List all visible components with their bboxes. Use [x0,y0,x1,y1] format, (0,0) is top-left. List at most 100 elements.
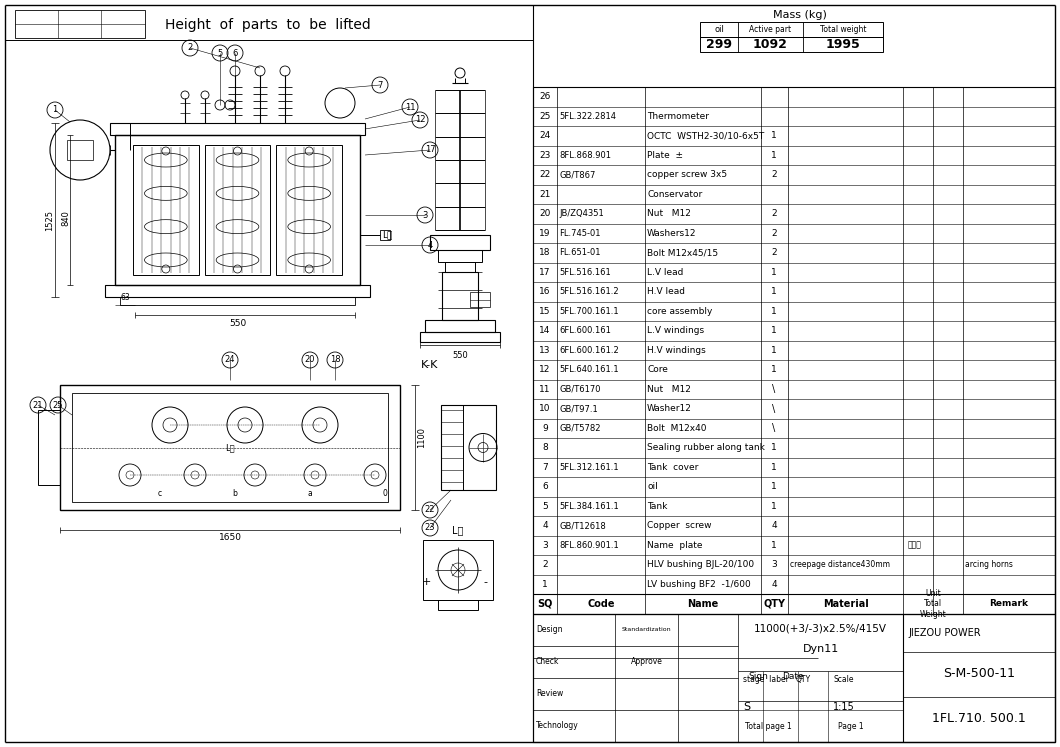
Text: 6: 6 [232,49,237,58]
Text: Scale: Scale [833,675,853,684]
Text: Code: Code [587,599,615,609]
Text: Name  plate: Name plate [647,541,703,550]
Text: S: S [743,701,750,712]
Bar [277,145,342,275]
Text: K-K: K-K [421,360,439,370]
Text: a: a [307,489,313,498]
Text: 3: 3 [422,211,427,220]
Text: 20: 20 [540,209,551,218]
Text: L自: L自 [453,525,463,535]
Text: 18: 18 [330,356,340,365]
Text: GB/T867: GB/T867 [559,170,596,179]
Bar [423,540,493,600]
Text: JIEZOU POWER: JIEZOU POWER [908,627,980,638]
Bar [430,235,490,250]
Text: Design: Design [536,625,563,634]
Text: 5FL.516.161.2: 5FL.516.161.2 [559,288,619,297]
Text: Bolt M12x45/15: Bolt M12x45/15 [647,248,718,257]
Bar [442,272,478,320]
Text: 1: 1 [771,365,777,374]
Text: 10: 10 [540,404,551,413]
Text: Conservator: Conservator [647,190,702,199]
Text: oil: oil [647,483,658,492]
Text: Technology: Technology [536,722,579,731]
Text: Nut   M12: Nut M12 [647,209,691,218]
Text: Bolt  M12x40: Bolt M12x40 [647,424,707,433]
Text: QTY: QTY [763,599,785,609]
Text: Core: Core [647,365,668,374]
Text: Unit
Total
Weight: Unit Total Weight [920,589,947,619]
Text: 11: 11 [540,385,551,394]
Text: 22: 22 [425,506,436,515]
Text: HLV bushing BJL-20/100: HLV bushing BJL-20/100 [647,560,754,569]
Text: 8FL.868.901: 8FL.868.901 [559,151,611,160]
Text: Active part: Active part [749,25,791,34]
Text: 1: 1 [771,462,777,472]
Text: +: + [421,577,430,587]
Bar [114,135,360,285]
Text: 1: 1 [52,105,57,114]
Text: Approve: Approve [631,657,662,666]
Text: 18: 18 [540,248,551,257]
Text: 21: 21 [33,400,43,409]
Bar [15,10,145,38]
Bar [420,332,500,342]
Text: 通用件: 通用件 [908,541,922,550]
Text: 13: 13 [540,346,551,355]
Text: 1092: 1092 [753,37,788,51]
Text: 4: 4 [542,521,548,530]
Text: 1: 1 [771,307,777,316]
Text: Thermometer: Thermometer [647,112,709,121]
Text: oil: oil [714,25,724,34]
Text: 24: 24 [540,131,550,140]
Text: 25: 25 [540,112,551,121]
Text: 4: 4 [772,521,777,530]
Text: Standardization: Standardization [621,627,671,632]
Text: 5FL.700.161.1: 5FL.700.161.1 [559,307,619,316]
Text: 1: 1 [771,541,777,550]
Text: Mass (kg): Mass (kg) [773,10,827,20]
Text: Nut   M12: Nut M12 [647,385,691,394]
Text: Page 1: Page 1 [837,722,863,731]
Text: 26: 26 [540,92,551,102]
Text: 15: 15 [540,307,551,316]
Text: 7: 7 [542,462,548,472]
Text: Sign: Sign [748,672,767,681]
Text: 1525: 1525 [46,210,54,231]
Text: 22: 22 [540,170,550,179]
Bar [700,22,883,37]
Text: 2: 2 [542,560,548,569]
Text: 5FL.384.161.1: 5FL.384.161.1 [559,502,619,511]
Text: 3: 3 [542,541,548,550]
Text: Tank  cover: Tank cover [647,462,699,472]
Text: \: \ [773,384,776,394]
Text: \: \ [773,424,776,433]
Text: 63: 63 [120,293,130,302]
Bar [132,145,198,275]
Text: 9: 9 [542,424,548,433]
Text: Remark: Remark [989,599,1028,608]
Text: 17: 17 [540,267,551,276]
Text: 3: 3 [771,560,777,569]
Text: 1: 1 [771,502,777,511]
Text: creepage distance430mm: creepage distance430mm [790,560,890,569]
Text: 11000(+3/-3)x2.5%/415V: 11000(+3/-3)x2.5%/415V [754,624,887,634]
Bar [533,87,1055,613]
Text: 1100: 1100 [418,427,426,447]
Text: L.V lead: L.V lead [647,267,684,276]
Text: 1: 1 [771,288,777,297]
Bar [445,262,475,272]
Text: 299: 299 [706,37,732,51]
Text: 14: 14 [540,326,551,335]
Text: QTY: QTY [795,675,811,684]
Text: 19: 19 [540,229,551,238]
Text: 17: 17 [425,146,436,155]
Text: 5: 5 [217,49,223,58]
Bar [72,393,388,502]
Text: 4: 4 [427,241,432,249]
Text: Date: Date [782,672,803,681]
Text: LV bushing BF2  -1/600: LV bushing BF2 -1/600 [647,580,750,589]
Text: 25: 25 [53,400,64,409]
Text: Washers12: Washers12 [647,229,696,238]
Bar [205,145,270,275]
